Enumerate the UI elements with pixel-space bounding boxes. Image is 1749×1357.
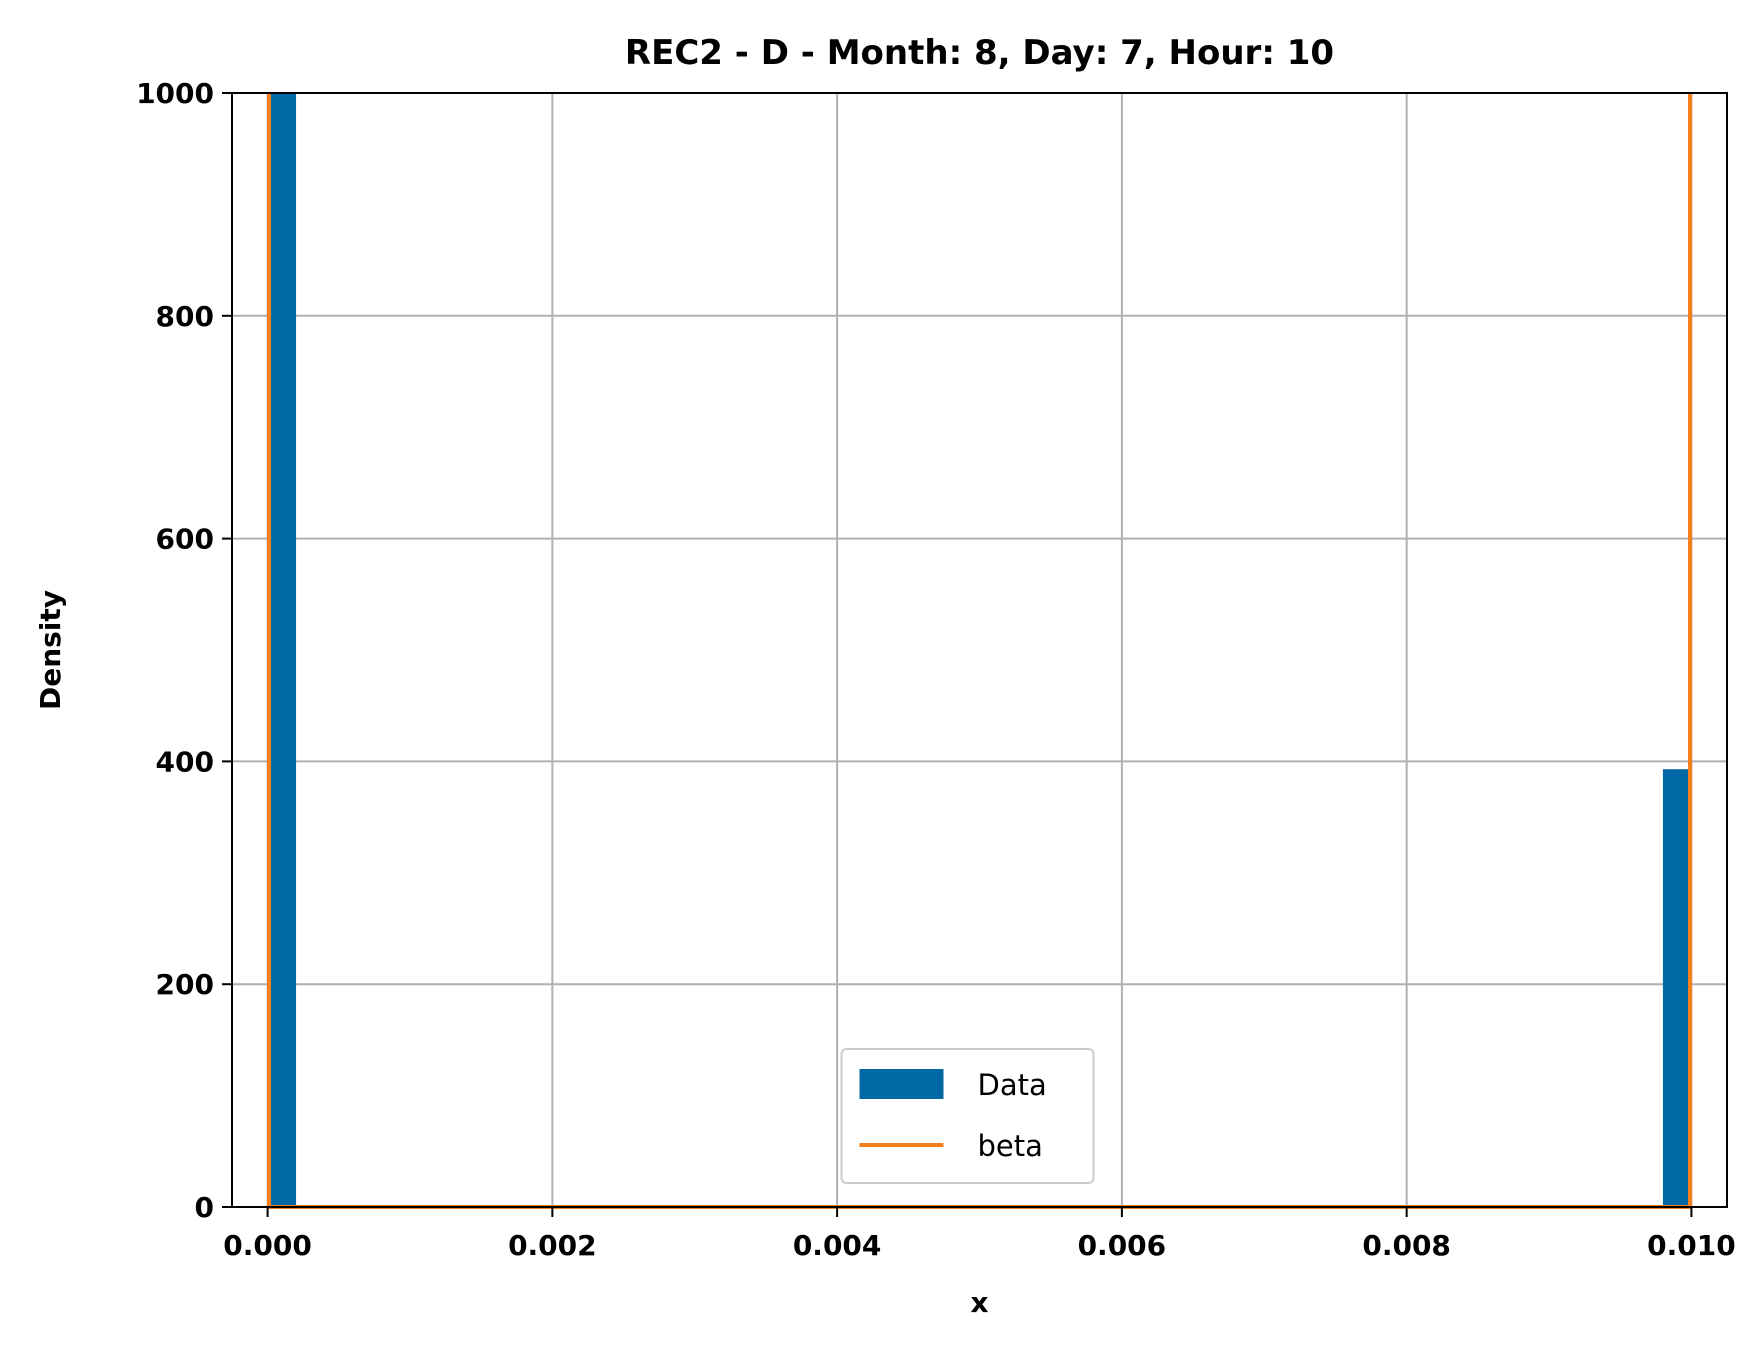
- y-tick-label: 600: [156, 523, 214, 556]
- legend-swatch-data: [859, 1069, 944, 1099]
- x-tick-label: 0.008: [1362, 1229, 1451, 1262]
- y-tick-label: 1000: [136, 77, 214, 110]
- histogram-bar: [1662, 769, 1692, 1207]
- legend-label-beta: beta: [978, 1129, 1043, 1163]
- x-tick-label: 0.002: [508, 1229, 597, 1262]
- y-tick-label: 0: [195, 1191, 214, 1224]
- beta-fit-line: [267, 93, 1692, 1209]
- y-tick-label: 200: [156, 968, 214, 1001]
- x-tick-label: 0.004: [793, 1229, 882, 1262]
- x-tick-label: 0.010: [1647, 1229, 1736, 1262]
- x-axis: 0.000 0.002 0.004 0.006 0.008 0.010: [223, 1207, 1736, 1262]
- legend: Data beta: [840, 1048, 1095, 1184]
- x-tick-label: 0.000: [223, 1229, 312, 1262]
- y-tick-label: 800: [156, 300, 214, 333]
- x-tick-label: 0.006: [1078, 1229, 1167, 1262]
- y-axis: 0 200 400 600 800 1000: [136, 77, 232, 1224]
- data-bars: [267, 93, 1692, 1207]
- y-axis-label: Density: [34, 590, 67, 710]
- fit-lines: [267, 93, 1692, 1209]
- legend-label-data: Data: [978, 1068, 1047, 1102]
- chart-title: REC2 - D - Month: 8, Day: 7, Hour: 10: [625, 33, 1334, 73]
- x-axis-label: x: [970, 1286, 988, 1319]
- grid-lines: [232, 92, 1727, 1208]
- plot-frame: [231, 92, 1728, 1208]
- histogram-bar: [267, 93, 297, 1207]
- y-tick-label: 400: [156, 745, 214, 778]
